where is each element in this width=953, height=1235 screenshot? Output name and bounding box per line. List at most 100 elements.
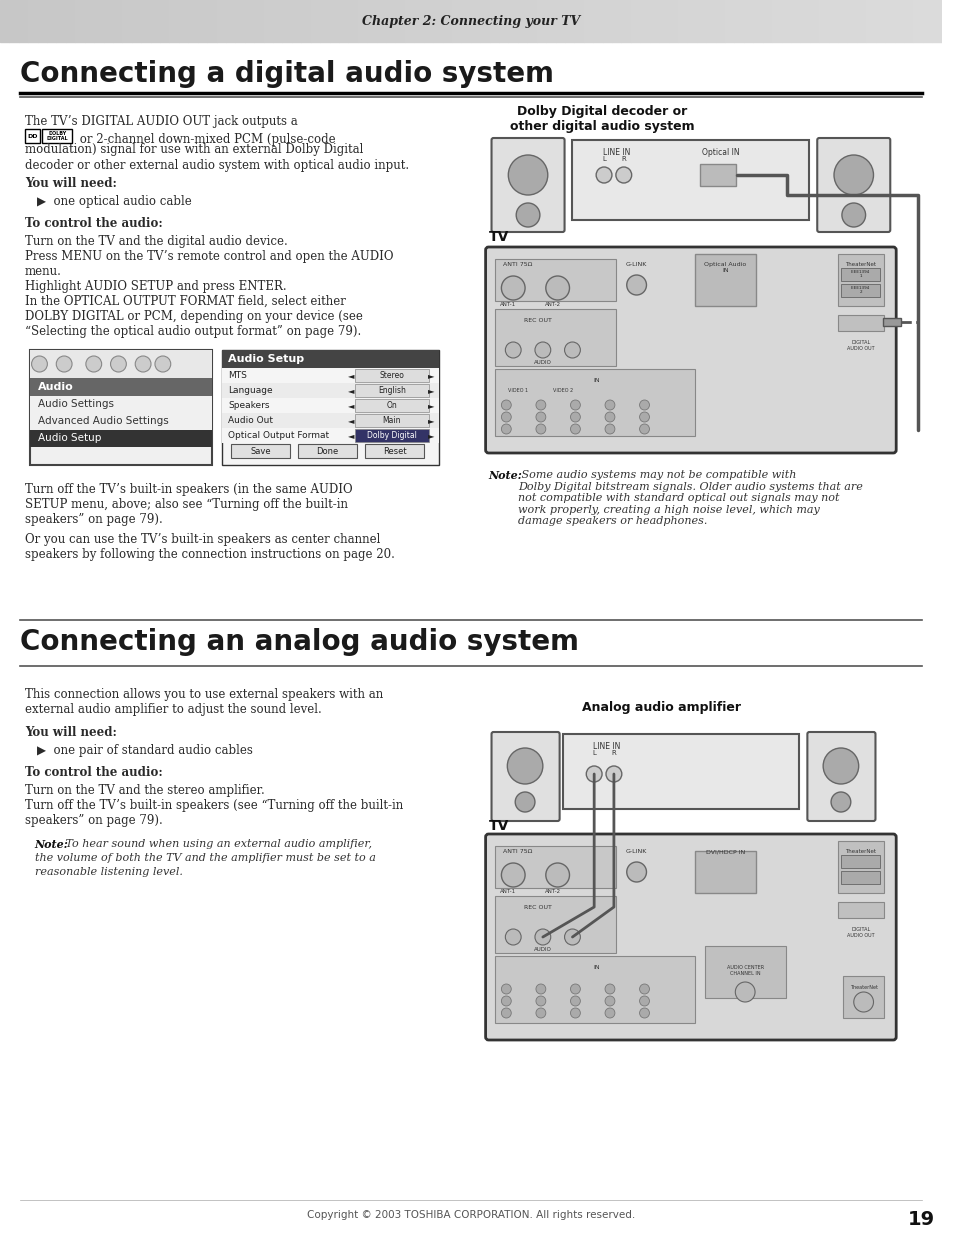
Bar [170,0,179,42]
Circle shape [56,356,72,372]
Text: Analog audio amplifier: Analog audio amplifier [581,701,740,714]
Text: ►: ► [428,387,435,395]
Circle shape [536,424,545,433]
Circle shape [545,275,569,300]
Text: ►: ► [428,431,435,440]
Bar [414,0,423,42]
Text: Done: Done [316,447,338,456]
FancyBboxPatch shape [297,445,357,458]
Bar [141,0,151,42]
Text: menu.: menu. [25,266,62,278]
Text: ▶  one optical audio cable: ▶ one optical audio cable [36,195,191,207]
Text: English: English [377,387,405,395]
Bar [329,0,338,42]
Circle shape [639,984,649,994]
Circle shape [536,400,545,410]
Circle shape [841,203,864,227]
Bar [30,396,212,412]
Circle shape [154,356,171,372]
FancyBboxPatch shape [495,309,616,366]
FancyBboxPatch shape [222,350,438,466]
Bar [273,0,282,42]
FancyBboxPatch shape [495,259,616,301]
Text: VIDEO 2: VIDEO 2 [552,388,572,393]
Bar [282,0,292,42]
Bar [433,0,442,42]
Text: ◄: ◄ [348,387,355,395]
FancyBboxPatch shape [231,445,290,458]
Circle shape [535,342,550,358]
Text: To control the audio:: To control the audio: [25,217,162,230]
Bar [355,414,429,427]
Text: R: R [611,750,616,756]
Circle shape [604,400,615,410]
Text: You will need:: You will need: [25,177,116,190]
Circle shape [570,400,579,410]
Bar [668,0,678,42]
Circle shape [501,400,511,410]
Bar [489,0,498,42]
Text: MTS: MTS [228,370,247,380]
Bar [216,0,226,42]
Circle shape [501,412,511,422]
Bar [0,0,10,42]
Bar [367,0,376,42]
Text: the volume of both the TV and the amplifier must be set to a: the volume of both the TV and the amplif… [34,853,375,863]
Text: G-LINK: G-LINK [625,848,647,853]
Text: Press MENU on the TV’s remote control and open the AUDIO: Press MENU on the TV’s remote control an… [25,249,393,263]
Text: You will need:: You will need: [25,726,116,739]
Circle shape [570,424,579,433]
Text: To hear sound when using an external audio amplifier,: To hear sound when using an external aud… [62,839,372,848]
Circle shape [626,275,646,295]
Circle shape [604,1008,615,1018]
Circle shape [833,156,873,195]
Circle shape [135,356,151,372]
Text: ANTI 75Ω: ANTI 75Ω [503,262,533,267]
Bar [564,0,574,42]
Text: ◄: ◄ [348,370,355,380]
Bar [104,0,112,42]
Bar [301,0,311,42]
Text: DOLBY DIGITAL or PCM, depending on your device (see: DOLBY DIGITAL or PCM, depending on your … [25,310,362,324]
FancyBboxPatch shape [841,855,879,867]
Bar [75,0,85,42]
Circle shape [501,1008,511,1018]
FancyBboxPatch shape [700,164,736,186]
Bar [355,399,429,412]
Bar [85,0,94,42]
Circle shape [501,995,511,1007]
FancyBboxPatch shape [838,902,882,918]
FancyBboxPatch shape [485,834,895,1040]
Circle shape [111,356,126,372]
Bar [819,0,828,42]
Bar [37,0,47,42]
Bar [498,0,508,42]
Text: speakers by following the connection instructions on page 20.: speakers by following the connection ins… [25,548,395,561]
Text: ►: ► [428,401,435,410]
Text: Language: Language [228,387,273,395]
Text: Connecting an analog audio system: Connecting an analog audio system [20,629,578,656]
Circle shape [639,424,649,433]
Circle shape [830,792,850,811]
Text: Turn on the TV and the digital audio device.: Turn on the TV and the digital audio dev… [25,235,287,248]
Circle shape [604,424,615,433]
Circle shape [604,995,615,1007]
Bar [188,0,197,42]
Bar [517,0,527,42]
Text: modulation) signal for use with an external Dolby Digital: modulation) signal for use with an exter… [25,143,363,156]
Circle shape [570,995,579,1007]
Circle shape [535,929,550,945]
Bar [865,0,875,42]
Text: L: L [601,156,605,162]
Circle shape [822,748,858,784]
Bar [442,0,452,42]
Bar [508,0,517,42]
Circle shape [570,984,579,994]
Circle shape [508,156,547,195]
Text: Highlight AUDIO SETUP and press ENTER.: Highlight AUDIO SETUP and press ENTER. [25,280,286,293]
Circle shape [639,412,649,422]
Text: ANT-2: ANT-2 [544,303,560,308]
Text: TheaterNet: TheaterNet [844,848,875,853]
Text: Or you can use the TV’s built-in speakers as center channel: Or you can use the TV’s built-in speaker… [25,534,379,546]
Circle shape [505,342,520,358]
